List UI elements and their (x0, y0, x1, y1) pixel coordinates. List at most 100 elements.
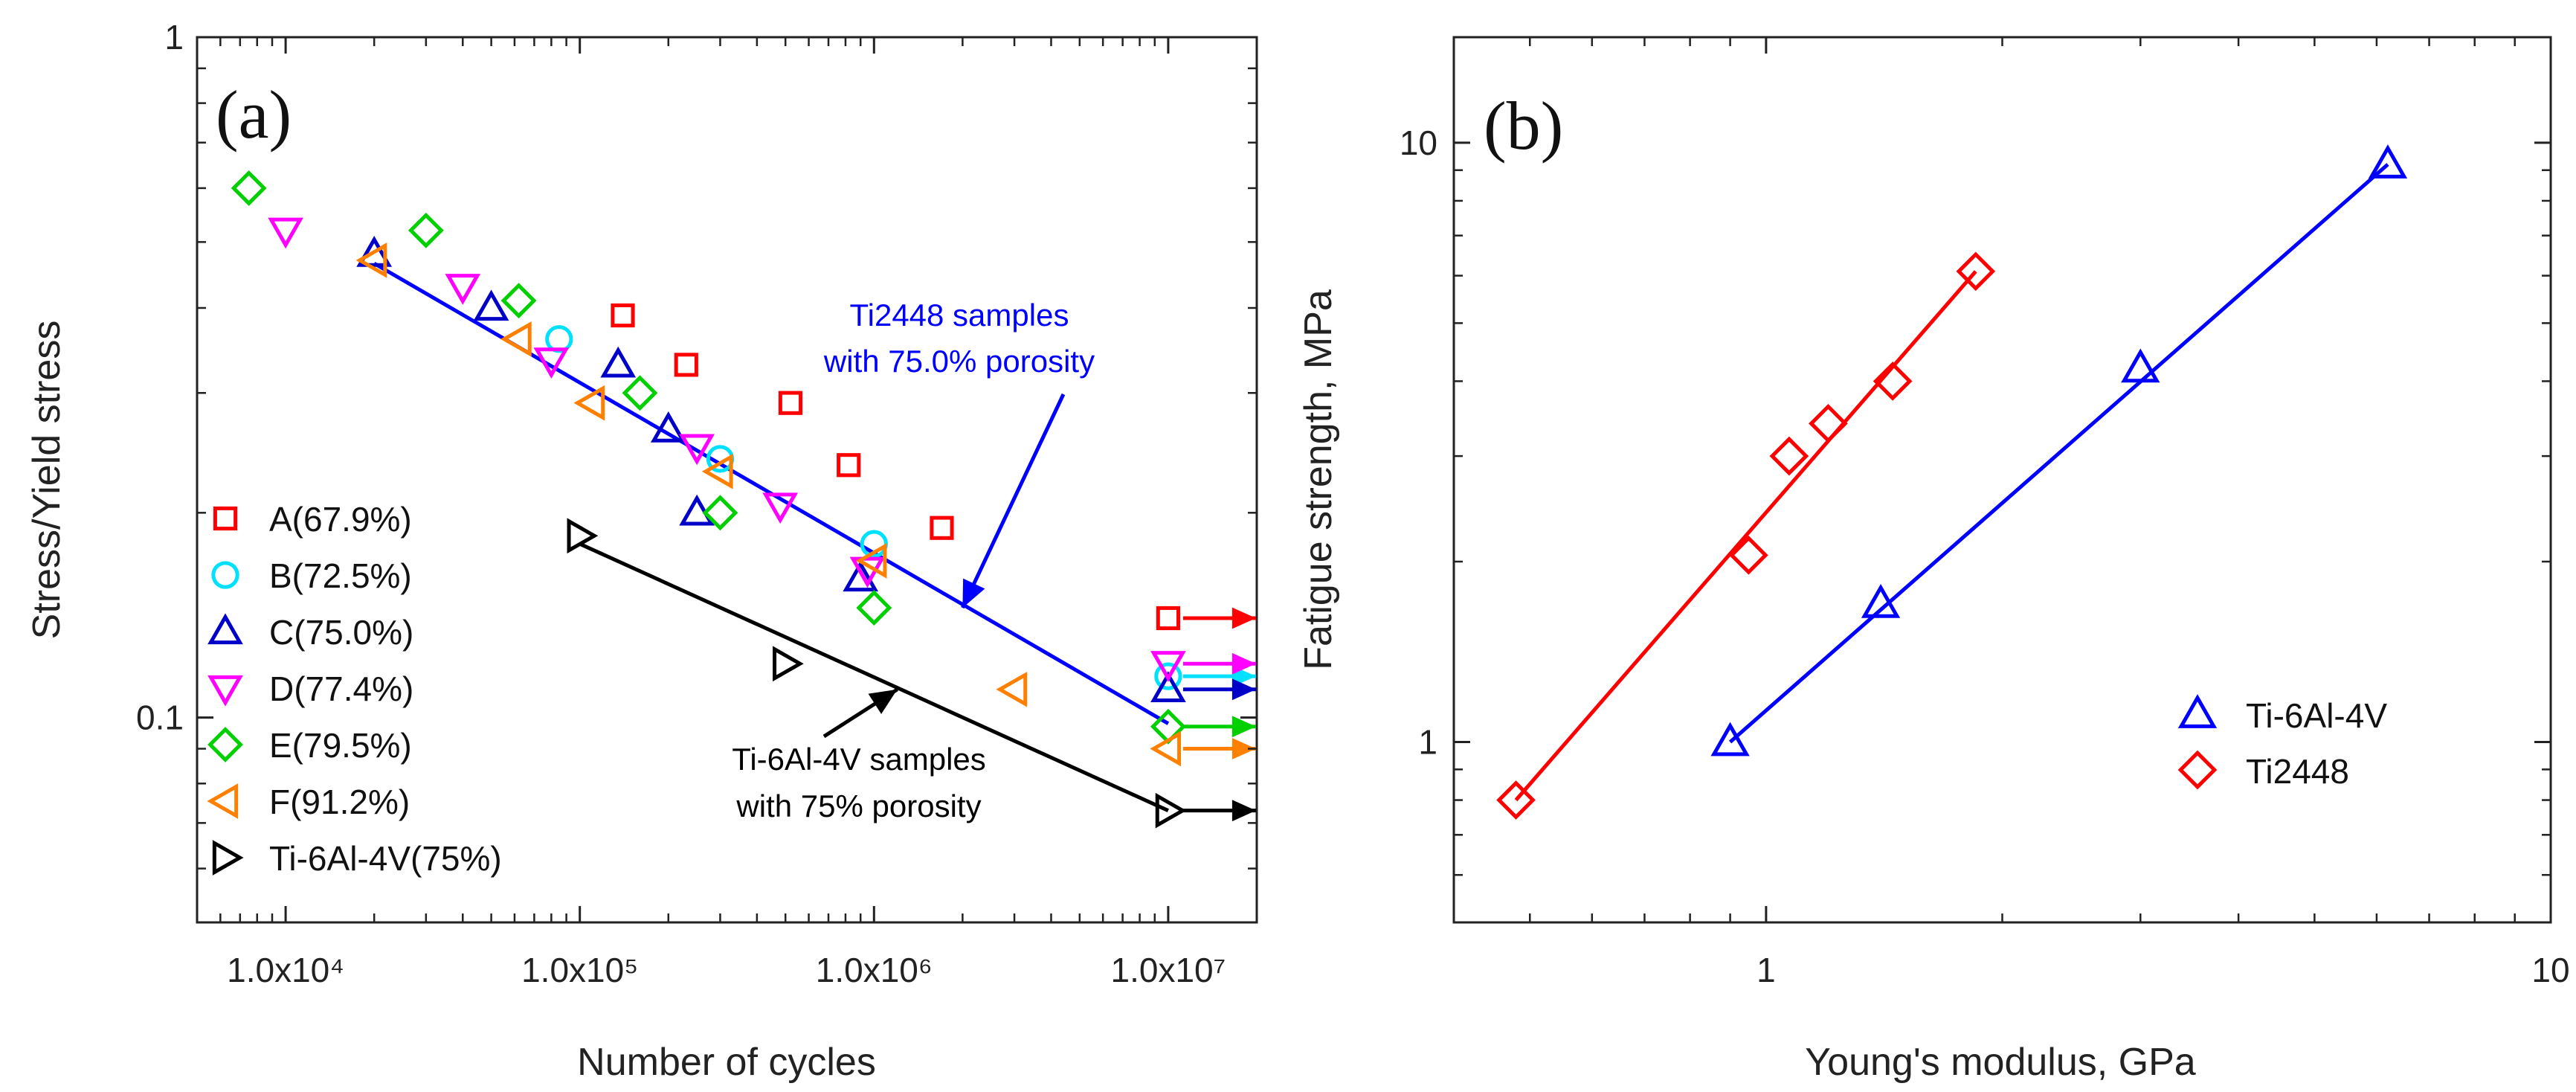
data-point-F (500, 321, 532, 357)
legend-marker-E (207, 727, 243, 762)
runout-point-D (1150, 651, 1186, 682)
data-point-C (843, 560, 879, 592)
data-point-E (408, 212, 444, 248)
panel-a-label: (a) (216, 77, 292, 152)
data-point-b_ti64 (1861, 583, 1901, 618)
y-tick-label-a: 1 (164, 18, 184, 57)
runout-point-C (1150, 671, 1186, 702)
data-point-T (773, 646, 804, 682)
legend-label-D: D(77.4%) (269, 669, 413, 708)
data-point-E (231, 170, 267, 206)
data-point-A (778, 391, 803, 415)
runout-arrow-D-head (1231, 652, 1256, 675)
data-point-b_ti2448 (1769, 436, 1809, 476)
data-point-A (674, 353, 698, 377)
data-point-b_ti2448 (1873, 362, 1913, 401)
data-point-F (996, 671, 1028, 707)
annotation-arrow-ti64-head (868, 689, 898, 714)
legend-marker-D (207, 675, 243, 707)
data-point-E (622, 375, 658, 411)
legend-label-A: A(67.9%) (269, 500, 412, 539)
fit-line-b_ti64 (1728, 163, 2389, 744)
runout-arrow-F-head (1231, 738, 1256, 759)
data-point-C (600, 346, 637, 378)
data-point-D (445, 274, 481, 305)
y-axis-label-a: Stress/Yield stress (25, 321, 68, 640)
panel-b-frame (1452, 36, 2552, 924)
data-point-T (567, 518, 599, 554)
x-axis-label-b: Young's modulus, GPa (1805, 1041, 2196, 1084)
legend-marker-b_ti2448 (2177, 750, 2218, 790)
runout-point-B (1154, 662, 1182, 690)
legend-label-C: C(75.0%) (269, 613, 413, 652)
data-point-b_ti64 (1710, 722, 1750, 757)
data-point-A (930, 516, 954, 540)
legend-label-B: B(72.5%) (269, 556, 412, 595)
panel-b: 1 10 1 10 (b) Young's modulus, GPa Fatigue … (1297, 36, 2570, 1084)
data-point-F (355, 243, 387, 278)
annotation-arrow-ti2448-head (962, 578, 985, 608)
legend-a: A(67.9%) B(72.5%) C(75.0%) D(77.4%) E(79.5%)… (207, 500, 502, 878)
legend-marker-A (213, 506, 238, 531)
data-point-A (837, 453, 861, 478)
fit-line-a-1 (579, 542, 1169, 812)
runout-arrow-A-head (1231, 607, 1256, 629)
legend-label-b_ti64: Ti-6Al-4V (2246, 696, 2387, 735)
x-tick-label-b: 1 (1756, 951, 1776, 989)
y-tick-label-b: 1 (1418, 722, 1437, 761)
y-tick-label-a: 0.1 (136, 698, 184, 737)
legend-marker-F (207, 783, 239, 819)
runout-arrow-C-head (1231, 678, 1256, 701)
x-tick-label-b: 10 (2531, 951, 2569, 989)
annotation-ti2448-line-0: Ti2448 samples (850, 298, 1069, 333)
runout-point-F (1150, 730, 1182, 767)
data-point-b_ti2448 (1496, 780, 1536, 820)
x-axis-label-a: Number of cycles (577, 1041, 876, 1084)
data-point-B (545, 325, 573, 353)
data-point-D (533, 347, 570, 379)
data-point-C (679, 494, 715, 526)
data-point-E (500, 283, 537, 319)
annotation-ti64-line-1: with 75% porosity (735, 789, 981, 823)
data-point-D (762, 492, 799, 524)
runout-arrow-T-head (1231, 800, 1256, 822)
x-tick-label-a: 1.0x10⁷ (1111, 951, 1226, 989)
legend-b: Ti-6Al-4V Ti2448 (2177, 694, 2387, 791)
legend-marker-b_ti64 (2177, 694, 2218, 728)
annotation-ti64-line-0: Ti-6Al-4V samples (732, 742, 986, 777)
runout-point-T (1155, 792, 1187, 829)
panel-b-label: (b) (1484, 88, 1563, 164)
runout-point-A (1156, 606, 1181, 631)
data-point-C (356, 235, 393, 267)
y-axis-label-b: Fatigue strength, MPa (1297, 289, 1340, 670)
legend-marker-T (212, 840, 244, 876)
data-point-b_ti64 (2368, 144, 2408, 179)
panel-a: 1.0x10⁴ 1.0x10⁵ 1.0x10⁶ 1.0x10⁷ 0.1 1 (a) Num… (25, 18, 1258, 1084)
data-point-A (611, 303, 635, 328)
legend-label-T: Ti-6Al-4V(75%) (269, 839, 502, 878)
legend-marker-B (211, 561, 239, 589)
runout-arrow-E-head (1231, 716, 1256, 738)
x-tick-label-a: 1.0x10⁵ (521, 951, 638, 989)
legend-label-E: E(79.5%) (269, 726, 412, 765)
annotation-arrow-ti2448-shaft (961, 393, 1066, 609)
legend-label-F: F(91.2%) (269, 783, 410, 821)
data-point-b_ti64 (2121, 348, 2160, 383)
data-point-F (855, 543, 887, 579)
data-point-E (856, 590, 892, 626)
data-point-F (701, 453, 733, 489)
data-point-C (650, 411, 686, 443)
data-point-b_ti2448 (1956, 251, 1996, 292)
data-point-C (473, 289, 509, 321)
legend-marker-C (207, 613, 243, 645)
x-tick-label-a: 1.0x10⁴ (227, 951, 344, 989)
fit-line-b_ti2448 (1514, 270, 1977, 802)
data-point-E (702, 495, 738, 531)
annotation-ti2448-line-1: with 75.0% porosity (823, 344, 1095, 379)
legend-label-b_ti2448: Ti2448 (2246, 752, 2349, 791)
x-tick-label-a: 1.0x10⁶ (816, 951, 933, 989)
data-point-D (268, 217, 303, 249)
data-point-F (573, 385, 605, 421)
data-point-b_ti2448 (1809, 403, 1848, 443)
